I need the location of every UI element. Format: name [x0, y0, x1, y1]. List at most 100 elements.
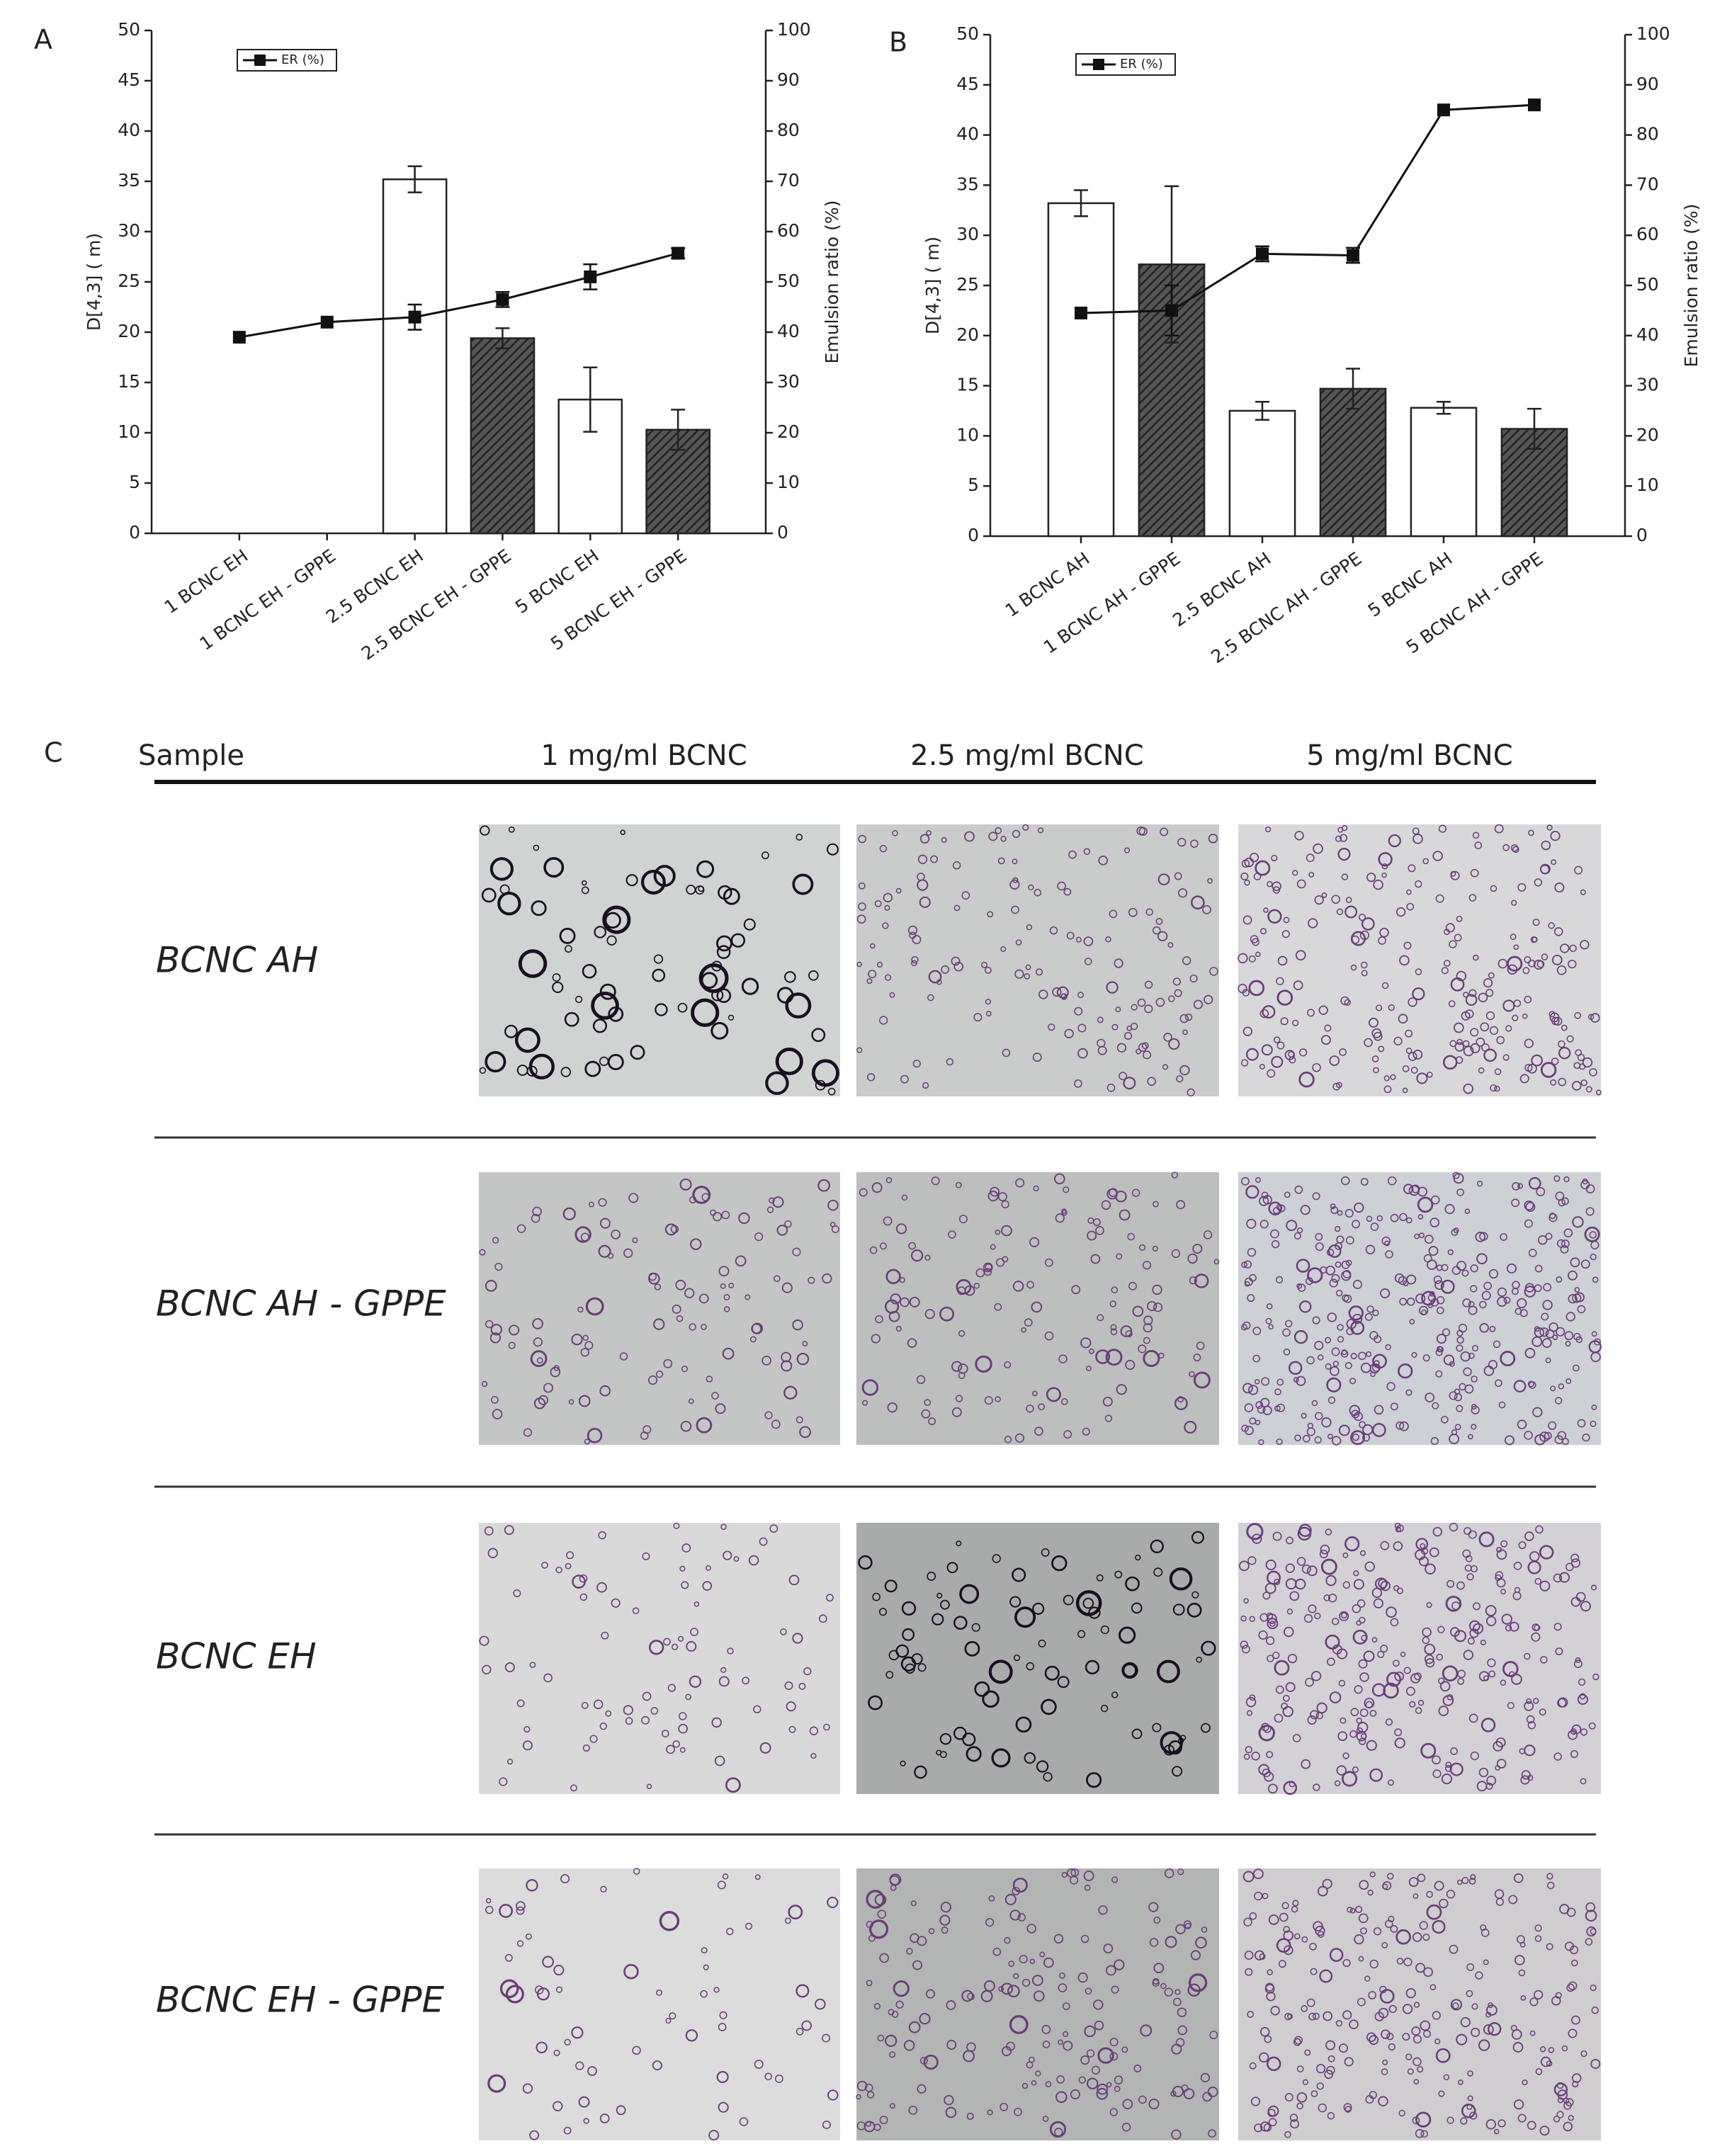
droplet — [961, 891, 970, 900]
droplet — [1398, 1363, 1413, 1379]
droplet — [711, 989, 724, 1002]
droplet — [1307, 1009, 1315, 1017]
droplet — [689, 1196, 697, 1204]
droplet — [1540, 1656, 1548, 1664]
droplet — [1305, 1677, 1314, 1687]
droplet — [1541, 840, 1551, 851]
droplet — [1480, 1718, 1496, 1732]
droplet — [1160, 827, 1169, 836]
droplet — [574, 995, 583, 1004]
droplet — [1309, 1942, 1317, 1951]
droplet — [939, 1914, 951, 1926]
droplet — [1373, 1927, 1382, 1936]
droplet — [1271, 854, 1278, 862]
droplet — [1012, 829, 1021, 838]
row-label: BCNC AH - GPPE — [156, 1283, 446, 1324]
droplet — [663, 1358, 673, 1368]
droplet — [1267, 880, 1273, 887]
micrograph-bg — [479, 824, 840, 1096]
droplet — [1386, 1606, 1397, 1618]
droplet — [1495, 1574, 1502, 1582]
droplet — [1276, 1378, 1284, 1386]
droplet — [1529, 2030, 1536, 2036]
droplet — [620, 829, 625, 835]
droplet — [1454, 1042, 1464, 1052]
droplet — [900, 1297, 910, 1307]
droplet — [1193, 1371, 1211, 1389]
droplet — [1508, 1671, 1515, 1678]
droplet — [653, 1318, 665, 1330]
droplet — [889, 1875, 900, 1886]
droplet — [1056, 2075, 1065, 2084]
droplet — [1315, 1412, 1323, 1420]
droplet — [902, 1628, 915, 1641]
droplet — [957, 1286, 966, 1295]
droplet — [1468, 989, 1477, 997]
droplet — [1531, 936, 1538, 943]
droplet — [856, 2094, 861, 2100]
droplet — [1086, 2049, 1095, 2058]
droplet — [876, 961, 883, 968]
droplet — [1283, 1781, 1298, 1795]
droplet — [759, 1537, 768, 1546]
droplet — [1306, 1427, 1315, 1436]
droplet — [565, 945, 572, 953]
droplet — [1532, 1407, 1543, 1417]
droplet — [1143, 1050, 1152, 1060]
droplet — [1213, 1259, 1220, 1265]
droplet — [1021, 1978, 1031, 1987]
droplet — [1125, 1330, 1133, 1338]
droplet — [1324, 2070, 1334, 2080]
droplet — [1486, 2004, 1497, 2016]
droplet — [966, 1746, 982, 1762]
droplet — [1478, 1671, 1490, 1681]
droplet — [799, 1426, 811, 1439]
droplet — [995, 1229, 1001, 1235]
droplet — [1142, 1261, 1152, 1270]
droplet — [1460, 2016, 1471, 2028]
droplet — [869, 1246, 878, 1254]
droplet — [680, 1421, 692, 1432]
droplet — [1006, 2041, 1015, 2051]
droplet — [1335, 1225, 1341, 1232]
droplet — [1371, 1637, 1378, 1643]
droplet — [1570, 1558, 1580, 1568]
droplet — [1449, 1522, 1459, 1532]
droplet — [1390, 1213, 1399, 1222]
droplet — [1336, 1082, 1342, 1089]
droplet — [1110, 1328, 1118, 1336]
droplet — [1260, 928, 1267, 935]
droplet — [506, 1759, 514, 1765]
droplet — [1272, 1651, 1280, 1659]
droplet — [1468, 1352, 1475, 1359]
droplet — [1312, 1063, 1321, 1072]
droplet — [1548, 1213, 1558, 1222]
droplet — [1084, 958, 1092, 965]
droplet — [1517, 1419, 1527, 1429]
droplet — [1183, 2088, 1195, 2099]
droplet — [1483, 1959, 1489, 1965]
droplet — [1182, 1029, 1188, 1036]
droplet — [1344, 1361, 1352, 1370]
droplet — [696, 1417, 713, 1434]
droplet — [1466, 1990, 1473, 1997]
droplet — [879, 1953, 889, 1963]
droplet — [1500, 1233, 1508, 1241]
droplet — [1330, 1366, 1340, 1376]
droplet — [1408, 1877, 1419, 1887]
droplet — [1470, 1874, 1476, 1880]
droplet — [1507, 1701, 1514, 1710]
droplet — [784, 971, 796, 983]
droplet — [522, 2083, 533, 2094]
droplet — [1203, 1230, 1213, 1239]
droplet — [1077, 1048, 1088, 1059]
droplet — [1522, 1013, 1528, 1019]
droplet — [1444, 1764, 1452, 1772]
droplet — [1374, 1405, 1384, 1415]
y2-tick-label: 40 — [1636, 324, 1659, 345]
droplet — [1106, 1084, 1116, 1092]
droplet — [1488, 1269, 1499, 1279]
droplet — [1096, 2087, 1109, 2100]
droplet — [1575, 1592, 1586, 1602]
droplet — [1456, 1329, 1463, 1337]
